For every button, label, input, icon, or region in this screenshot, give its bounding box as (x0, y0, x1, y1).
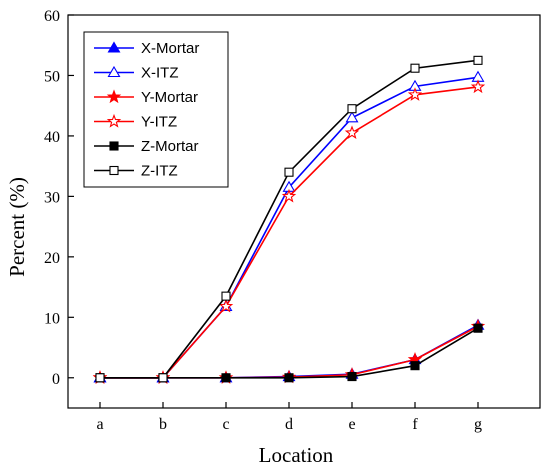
y-tick-label: 40 (44, 129, 60, 146)
x-tick-label: e (348, 416, 355, 433)
legend-label: Z-Mortar (141, 138, 199, 155)
data-point-z-itz (473, 55, 483, 65)
y-tick-label: 60 (44, 8, 60, 25)
legend-marker (106, 113, 122, 128)
legend-item-x-mortar: X-Mortar (94, 40, 199, 57)
data-point-z-mortar (284, 373, 294, 383)
legend-item-y-itz: Y-ITZ (94, 114, 177, 131)
x-tick-label: f (412, 416, 418, 433)
y-axis: 0 10 20 30 40 50 60 (44, 8, 74, 388)
legend-marker (107, 65, 121, 78)
data-point-z-itz (158, 373, 168, 383)
data-point-z-itz (410, 63, 420, 73)
x-tick-label: a (96, 416, 103, 433)
data-point-x-itz (345, 111, 359, 123)
data-point-y-itz (470, 79, 486, 94)
data-point-z-itz (95, 373, 105, 383)
plot-area-border (67, 14, 541, 409)
legend-label: Y-Mortar (141, 89, 198, 106)
data-point-z-mortar (473, 323, 483, 333)
legend-marker (107, 41, 121, 53)
data-point-y-itz (407, 87, 423, 101)
data-point-z-mortar (221, 373, 231, 383)
x-tick-label: b (159, 416, 167, 433)
x-axis: a b c d e f g (96, 402, 482, 433)
y-tick-label: 0 (52, 371, 60, 388)
legend-marker (109, 141, 119, 151)
legend-item-y-mortar: Y-Mortar (94, 89, 198, 106)
y-tick-label: 20 (44, 250, 60, 267)
y-tick-label: 50 (44, 68, 60, 85)
legend: X-Mortar X-ITZ Y-Mortar Y-ITZ Z-Mortar Z-ITZ (83, 31, 229, 188)
legend-label: X-Mortar (141, 40, 199, 57)
x-tick-label: g (474, 416, 482, 433)
legend-label: X-ITZ (141, 65, 179, 82)
data-point-z-itz (347, 104, 357, 114)
data-point-y-itz (281, 188, 297, 203)
data-point-y-itz (344, 125, 360, 140)
legend-item-z-itz: Z-ITZ (94, 163, 178, 180)
plot-frame (67, 14, 541, 409)
x-axis-title: Location (259, 443, 334, 467)
legend-label: Y-ITZ (141, 114, 177, 131)
data-point-z-itz (221, 291, 231, 301)
data-point-z-mortar (347, 372, 357, 382)
legend-label: Z-ITZ (141, 163, 178, 180)
y-tick-label: 10 (44, 310, 60, 327)
series-z-itz (95, 55, 483, 383)
x-tick-label: d (285, 416, 293, 433)
x-tick-label: c (222, 416, 229, 433)
data-point-z-mortar (410, 361, 420, 371)
legend-marker (109, 165, 119, 176)
series-group (92, 55, 486, 384)
legend-item-x-itz: X-ITZ (94, 65, 179, 82)
legend-item-z-mortar: Z-Mortar (94, 138, 199, 155)
y-axis-title: Percent (%) (5, 177, 29, 277)
y-tick-label: 30 (44, 189, 60, 206)
legend-marker (106, 89, 122, 104)
legend-box (83, 31, 229, 188)
data-point-y-itz (218, 298, 234, 313)
data-point-z-itz (284, 167, 294, 177)
